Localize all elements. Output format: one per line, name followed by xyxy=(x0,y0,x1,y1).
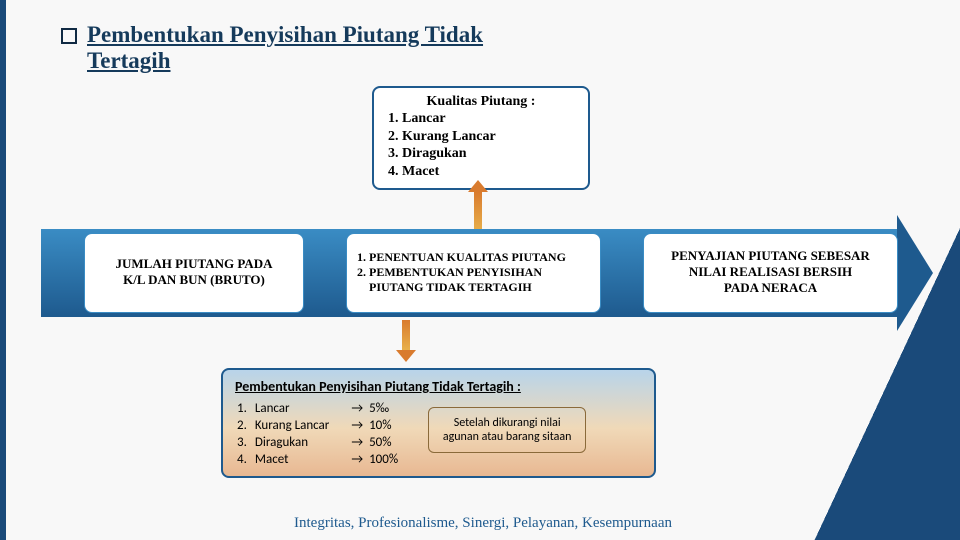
table-row: 3.Diragukan→50% xyxy=(237,435,404,450)
flow-box-line: JUMLAH PIUTANG PADA xyxy=(99,256,289,272)
list-item: 4. Macet xyxy=(388,163,574,181)
rates-table: 1.Lancar→5‰ 2.Kurang Lancar→10% 3.Diragu… xyxy=(235,399,406,469)
kualitas-title: Kualitas Piutang : xyxy=(388,94,574,110)
flow-box-line: NILAI REALISASI BERSIH xyxy=(658,264,883,280)
list-item: 2. Kurang Lancar xyxy=(388,128,574,146)
flow-box-line: PENYAJIAN PIUTANG SEBESAR xyxy=(658,248,883,264)
footer-text: Integritas, Profesionalisme, Sinergi, Pe… xyxy=(6,515,960,532)
kualitas-box: Kualitas Piutang : 1. Lancar 2. Kurang L… xyxy=(372,86,590,190)
slide-title-row: Pembentukan Penyisihan Piutang Tidak Ter… xyxy=(6,0,960,75)
list-item: 3. Diragukan xyxy=(388,145,574,163)
flow-box-line: PADA NERACA xyxy=(658,280,883,296)
list-item: 1. Lancar xyxy=(388,110,574,128)
table-row: 2.Kurang Lancar→10% xyxy=(237,418,404,433)
table-row: 1.Lancar→5‰ xyxy=(237,401,404,416)
rates-box: Pembentukan Penyisihan Piutang Tidak Ter… xyxy=(221,368,656,478)
table-row: 4.Macet→100% xyxy=(237,452,404,467)
side-note: Setelah dikurangi nilai agunan atau bara… xyxy=(428,407,586,453)
flow-box-2: 1. PENENTUAN KUALITAS PIUTANG 2. PEMBENT… xyxy=(346,233,601,313)
flow-box-1: JUMLAH PIUTANG PADA K/L DAN BUN (BRUTO) xyxy=(84,233,304,313)
flow-box-line: 2. PEMBENTUKAN PENYISIHAN PIUTANG TIDAK … xyxy=(357,265,586,295)
title-bullet-icon xyxy=(61,28,77,44)
flow-box-line: 1. PENENTUAN KUALITAS PIUTANG xyxy=(357,250,586,265)
slide-title: Pembentukan Penyisihan Piutang Tidak Ter… xyxy=(87,22,483,75)
flow-box-line: K/L DAN BUN (BRUTO) xyxy=(99,272,289,288)
kualitas-list: 1. Lancar 2. Kurang Lancar 3. Diragukan … xyxy=(388,110,574,180)
flow-box-3: PENYAJIAN PIUTANG SEBESAR NILAI REALISAS… xyxy=(643,233,898,313)
rates-title: Pembentukan Penyisihan Piutang Tidak Ter… xyxy=(235,378,642,395)
